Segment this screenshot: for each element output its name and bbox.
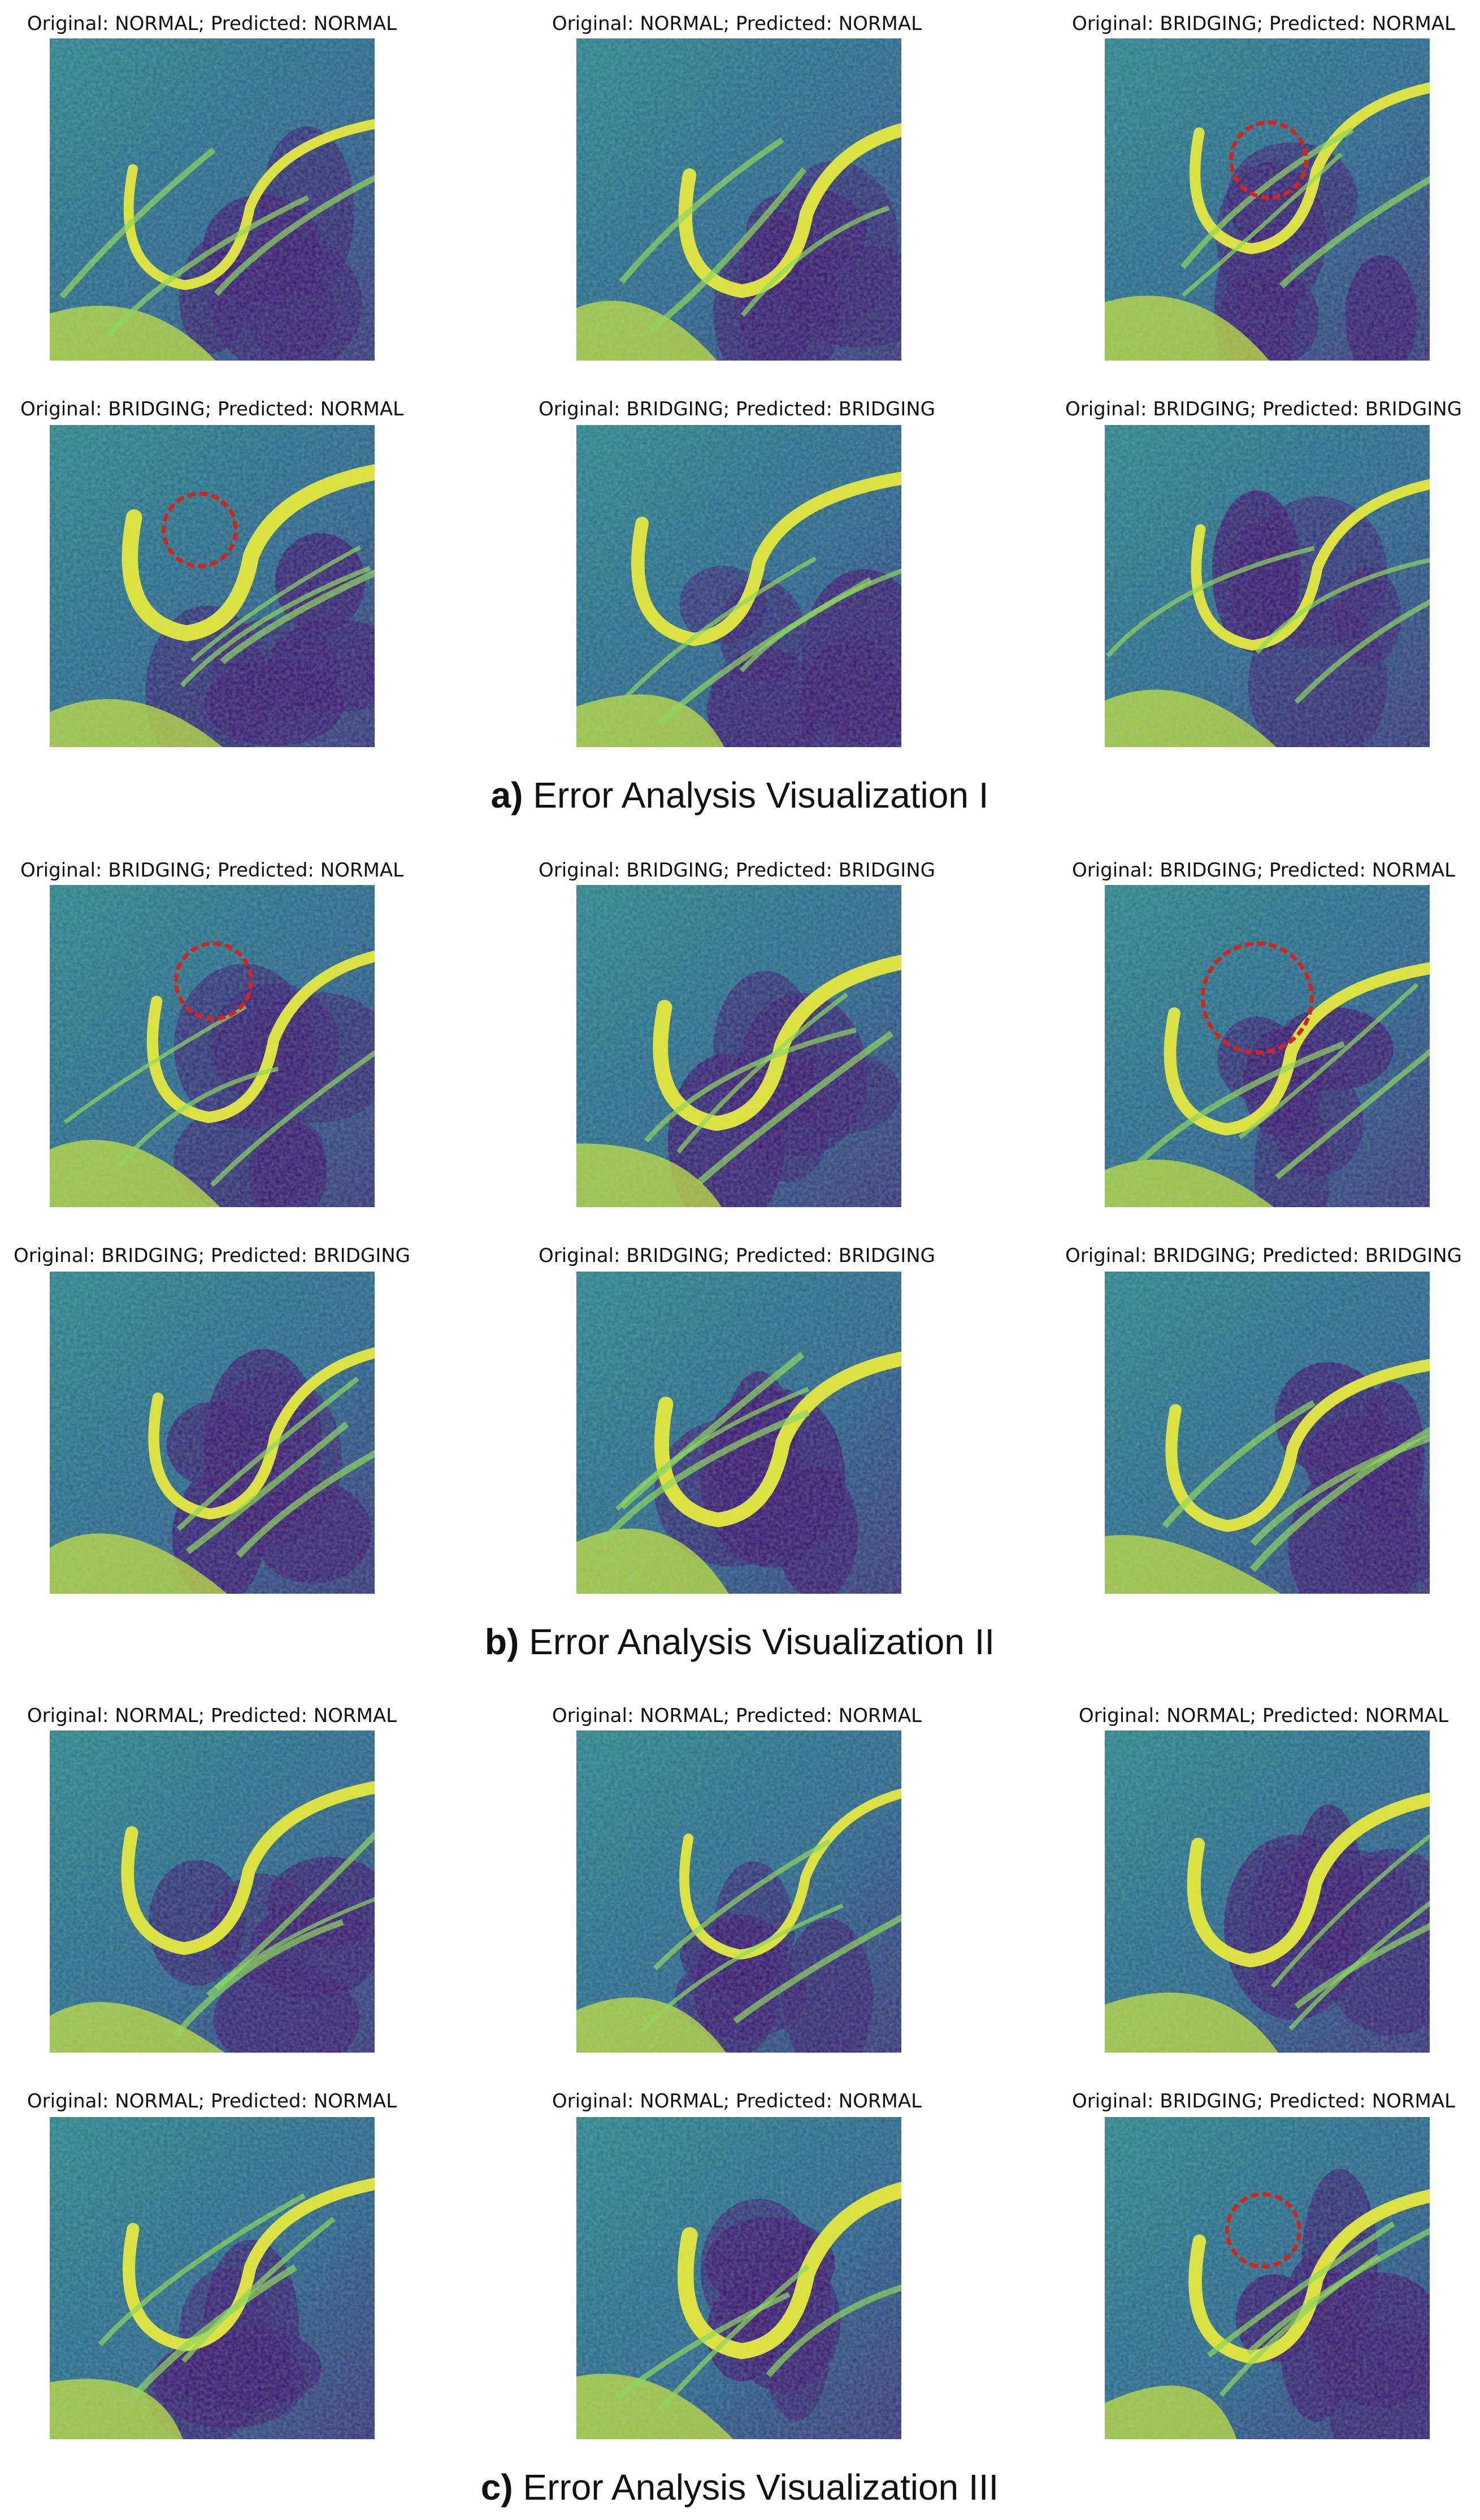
panel-title: Original: NORMAL; Predicted: NORMAL xyxy=(552,12,922,35)
caption-prefix: c) xyxy=(480,2467,513,2508)
caption-prefix: b) xyxy=(484,1621,519,1662)
panel-title: Original: BRIDGING; Predicted: NORMAL xyxy=(1071,2090,1456,2113)
panel-title: Original: BRIDGING; Predicted: NORMAL xyxy=(1071,12,1456,35)
panel-title: Original: NORMAL; Predicted: NORMAL xyxy=(552,2090,922,2113)
caption-text: Error Analysis Visualization I xyxy=(523,775,989,816)
panel-title: Original: BRIDGING; Predicted: NORMAL xyxy=(20,398,404,420)
panel-title: Original: BRIDGING; Predicted: BRIDGING xyxy=(13,1244,411,1267)
ultrasound-image xyxy=(576,1730,901,2053)
panel-title: Original: NORMAL; Predicted: NORMAL xyxy=(27,12,397,35)
ultrasound-image xyxy=(50,2117,375,2439)
ultrasound-image xyxy=(50,885,375,1207)
caption-text: Error Analysis Visualization III xyxy=(513,2467,999,2508)
panel-title: Original: BRIDGING; Predicted: BRIDGING xyxy=(1065,1244,1462,1267)
ultrasound-image xyxy=(1105,38,1430,361)
ultrasound-image xyxy=(576,2117,901,2439)
ultrasound-image xyxy=(1105,1730,1430,2053)
section-caption: a) Error Analysis Visualization I xyxy=(491,774,989,816)
ultrasound-image xyxy=(1105,425,1430,747)
panel-title: Original: BRIDGING; Predicted: BRIDGING xyxy=(538,1244,936,1267)
ultrasound-image xyxy=(576,885,901,1207)
ultrasound-image xyxy=(1105,885,1430,1207)
panel-title: Original: BRIDGING; Predicted: NORMAL xyxy=(1071,859,1456,882)
ultrasound-image xyxy=(1105,1272,1430,1594)
ultrasound-image xyxy=(1105,2117,1430,2439)
ultrasound-image xyxy=(576,38,901,361)
ultrasound-image xyxy=(576,1272,901,1594)
panel-title: Original: BRIDGING; Predicted: BRIDGING xyxy=(538,859,936,882)
ultrasound-image xyxy=(50,1272,375,1594)
ultrasound-image xyxy=(50,1730,375,2053)
panel-title: Original: NORMAL; Predicted: NORMAL xyxy=(552,1704,922,1727)
section-caption: c) Error Analysis Visualization III xyxy=(481,2466,999,2508)
panel-title: Original: NORMAL; Predicted: NORMAL xyxy=(27,2090,397,2113)
caption-text: Error Analysis Visualization II xyxy=(519,1621,995,1662)
panel-title: Original: BRIDGING; Predicted: BRIDGING xyxy=(538,398,936,420)
ultrasound-image xyxy=(50,38,375,361)
ultrasound-image xyxy=(50,425,375,747)
panel-title: Original: NORMAL; Predicted: NORMAL xyxy=(27,1704,397,1727)
caption-prefix: a) xyxy=(491,775,523,816)
ultrasound-image xyxy=(576,425,901,747)
panel-title: Original: BRIDGING; Predicted: NORMAL xyxy=(20,859,404,882)
panel-title: Original: NORMAL; Predicted: NORMAL xyxy=(1078,1704,1449,1727)
section-caption: b) Error Analysis Visualization II xyxy=(485,1621,995,1663)
panel-title: Original: BRIDGING; Predicted: BRIDGING xyxy=(1065,398,1462,420)
